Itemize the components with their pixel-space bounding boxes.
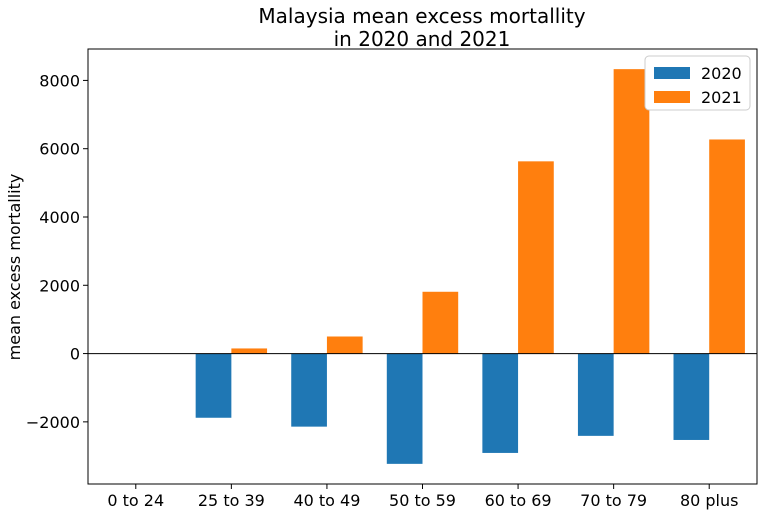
bar-2021-5 (613, 69, 650, 354)
bar-2020-2 (291, 353, 327, 427)
bar-2020-6 (673, 353, 710, 440)
chart-title-line1: Malaysia mean excess mortallity (258, 4, 585, 28)
bar-2021-2 (326, 336, 363, 354)
bar-2020-3 (386, 353, 423, 464)
plot-area: −2000 0 2000 4000 6000 8000 0 to 24 25 to 39 40 … (26, 48, 758, 510)
x-tick-label-1: 25 to 39 (198, 491, 265, 510)
x-tick-label-4: 60 to 69 (485, 491, 552, 510)
legend: 2020 2021 (644, 55, 751, 111)
y-tick-label-4: 6000 (39, 140, 80, 159)
x-tick-label-5: 70 to 79 (580, 491, 647, 510)
y-tick-label-5: 8000 (39, 71, 80, 90)
bar-2021-1 (231, 348, 268, 354)
y-tick-label-3: 4000 (39, 208, 80, 227)
legend-label-2020: 2020 (701, 64, 742, 83)
bar-2021-3 (422, 291, 459, 354)
y-axis-label: mean excess mortallity (5, 174, 24, 361)
legend-swatch-2021 (654, 91, 690, 103)
bar-2021-6 (709, 139, 745, 354)
bar-2020-4 (482, 353, 519, 453)
y-tick-label-2: 2000 (39, 276, 80, 295)
bar-2021-4 (518, 161, 554, 354)
legend-label-2021: 2021 (701, 88, 742, 107)
x-tick-label-6: 80 plus (680, 491, 739, 510)
bar-2020-5 (577, 353, 614, 436)
x-tick-label-3: 50 to 59 (389, 491, 456, 510)
y-tick-label-0: −2000 (26, 413, 80, 432)
x-tick-label-2: 40 to 49 (293, 491, 360, 510)
chart-title-line2: in 2020 and 2021 (334, 27, 511, 51)
x-tick-label-0: 0 to 24 (107, 491, 164, 510)
bar-2020-1 (195, 353, 232, 418)
y-tick-label-1: 0 (70, 345, 80, 364)
legend-swatch-2020 (654, 67, 690, 79)
